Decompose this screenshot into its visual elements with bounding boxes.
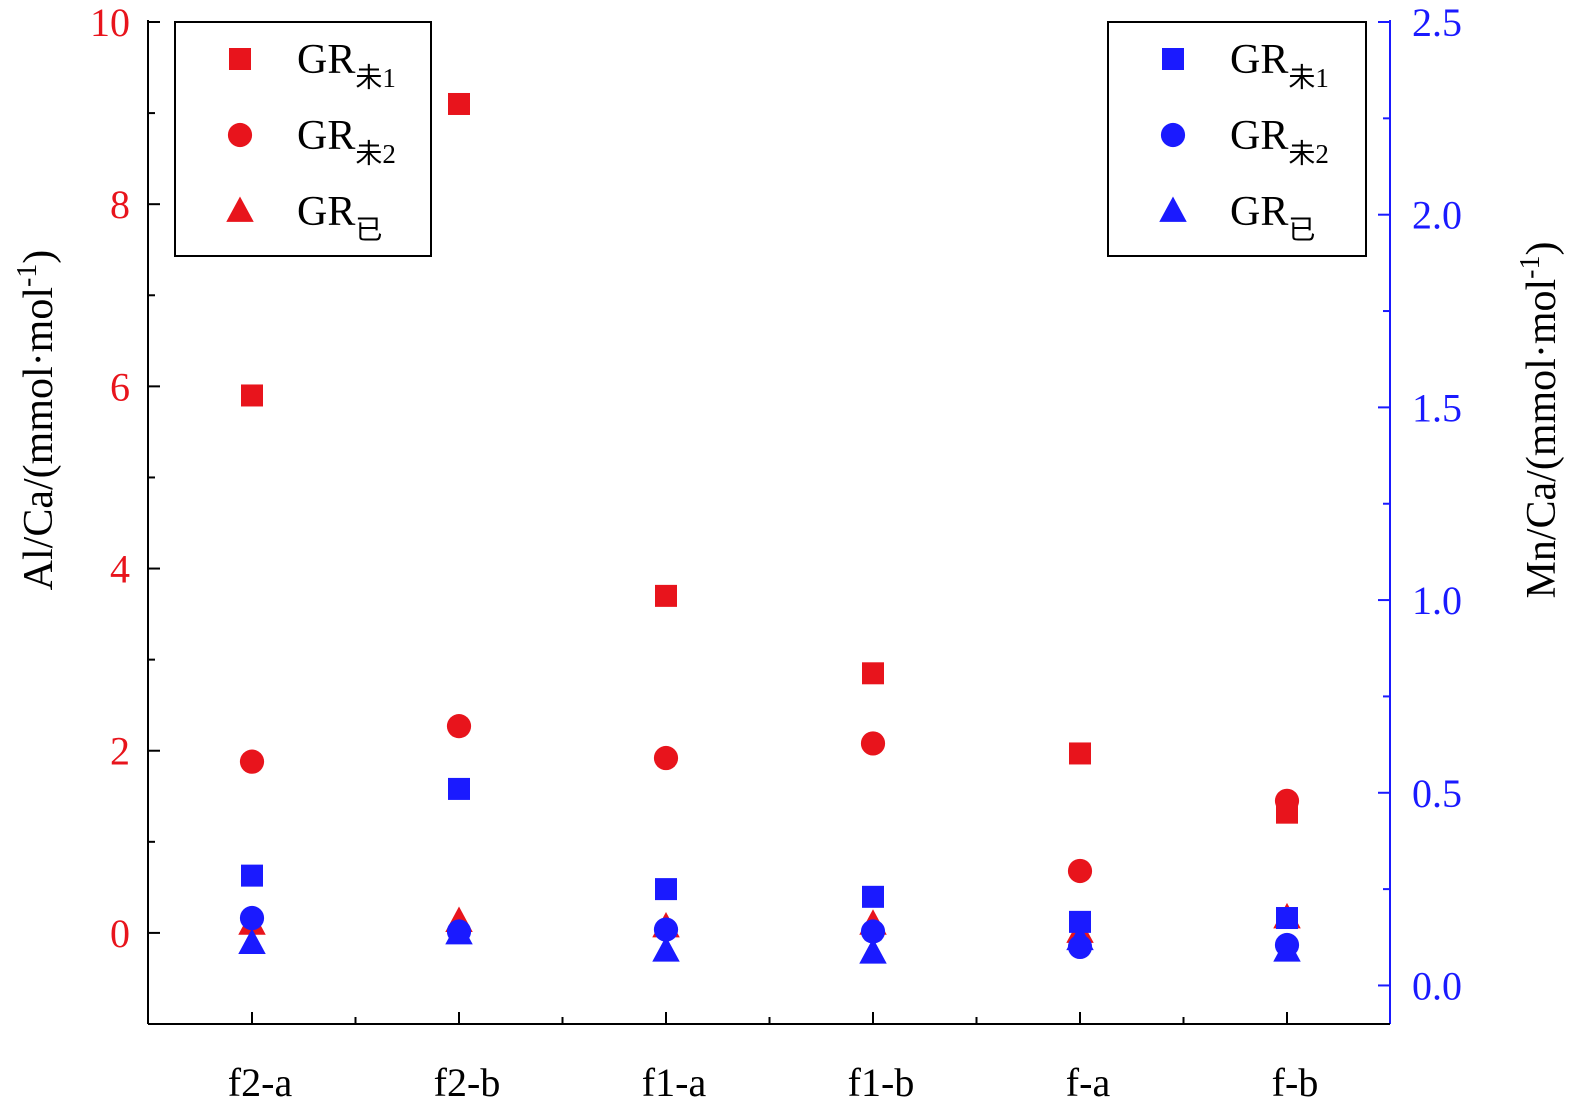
right-tick-label: 0.0 <box>1412 963 1462 1008</box>
chart-ticks: 0 2 4 6 8 10 0.0 0.5 1.0 1.5 2.0 2.5 f2-a f2-b f1-a f1-… <box>90 0 1462 1105</box>
left-tick-label: 4 <box>110 547 130 592</box>
legend-marker-circle <box>227 122 253 148</box>
data-point-square <box>1276 801 1298 824</box>
x-tick-label: f-a <box>1066 1060 1111 1105</box>
legend-series-name: GR <box>1230 37 1288 83</box>
left-tick-label: 6 <box>110 364 130 409</box>
data-point-square <box>241 864 263 887</box>
legend-box <box>1107 21 1367 257</box>
legend-series-subscript: 未2 <box>1288 139 1329 169</box>
data-point-circle <box>653 917 679 942</box>
left-tick-label: 2 <box>110 729 130 774</box>
left-tick-label: 8 <box>110 182 130 227</box>
data-point-square <box>1276 907 1298 930</box>
axis-title-superscript: -1 <box>1515 256 1546 279</box>
data-point-circle <box>860 919 886 944</box>
data-point-square <box>448 92 470 115</box>
right-tick-label: 1.0 <box>1412 578 1462 623</box>
right-tick-label: 1.5 <box>1412 385 1462 430</box>
legend-marker-square <box>1162 48 1184 70</box>
data-point-square <box>655 878 677 901</box>
series-mn-ca-square <box>241 777 1298 933</box>
series-mn-ca-circle <box>239 905 1300 960</box>
data-point-square <box>241 384 263 407</box>
legend-series-name: GR <box>1230 189 1288 235</box>
series-al-ca-square <box>241 92 1298 824</box>
data-point-circle <box>860 731 886 756</box>
legend-series-name: GR <box>297 37 355 83</box>
left-tick-label: 10 <box>90 0 130 45</box>
x-tick-label: f-b <box>1272 1060 1319 1105</box>
data-point-circle <box>446 714 472 739</box>
series-al-ca-circle <box>239 714 1300 884</box>
data-point-square <box>1069 910 1091 933</box>
legend-box <box>174 21 432 257</box>
data-point-triangle <box>859 938 887 964</box>
left-tick-label: 0 <box>110 911 130 956</box>
data-point-square <box>862 662 884 685</box>
legend-label: GR未2 <box>297 113 396 169</box>
legend-label: GR未1 <box>1230 37 1329 93</box>
data-point-circle <box>1067 934 1093 960</box>
axis-title-main: Al/Ca/(mmol·mol <box>16 287 62 590</box>
data-point-square <box>1069 742 1091 765</box>
right-tick-label: 0.5 <box>1412 771 1462 816</box>
legend-marker-triangle <box>1159 196 1187 222</box>
data-point-circle <box>653 745 679 771</box>
data-point-triangle <box>238 928 266 954</box>
right-axis-title: Mn/Ca/(mmol·mol-1) <box>1515 242 1565 599</box>
axis-title-close: ) <box>16 250 62 264</box>
data-point-square <box>862 885 884 908</box>
data-point-circle <box>446 919 472 944</box>
series-al-ca-triangle <box>238 902 1301 943</box>
legend-label: GR未1 <box>297 37 396 93</box>
series-mn-ca-triangle <box>238 918 1301 964</box>
legend-label: GR已 <box>297 189 382 245</box>
x-tick-label: f1-b <box>848 1060 915 1105</box>
legend-marker-triangle <box>226 196 254 222</box>
data-point-square <box>448 777 470 800</box>
right-tick-label: 2.0 <box>1412 193 1462 238</box>
x-tick-label: f2-b <box>434 1060 501 1105</box>
legend-series-name: GR <box>297 189 355 235</box>
legend-series-subscript: 未1 <box>1288 63 1329 93</box>
data-point-circle <box>1067 858 1093 884</box>
data-point-circle <box>1274 932 1300 958</box>
legend-series-subscript: 已 <box>355 215 382 245</box>
legend-label: GR未2 <box>1230 113 1329 169</box>
legend-series-subscript: 未2 <box>355 139 396 169</box>
legend-series-subscript: 未1 <box>355 63 396 93</box>
legend-series-name: GR <box>297 113 355 159</box>
legend-series-subscript: 已 <box>1288 215 1315 245</box>
axis-title-close: ) <box>1519 242 1565 256</box>
data-point-circle <box>239 749 265 774</box>
data-point-circle <box>239 905 265 931</box>
axis-title-superscript: -1 <box>12 264 43 287</box>
right-tick-label: 2.5 <box>1412 0 1462 45</box>
legend-label: GR已 <box>1230 189 1315 245</box>
chart-marks <box>238 92 1301 964</box>
x-tick-label: f1-a <box>642 1060 707 1105</box>
axis-title-main: Mn/Ca/(mmol·mol <box>1519 279 1565 599</box>
data-point-square <box>655 584 677 607</box>
legend-marker-circle <box>1160 122 1186 148</box>
legend-series-name: GR <box>1230 113 1288 159</box>
data-point-triangle <box>652 936 680 962</box>
legend-marker-square <box>229 48 251 70</box>
axis-titles: Al/Ca/(mmol·mol-1)Mn/Ca/(mmol·mol-1) <box>12 242 1565 599</box>
left-axis-title: Al/Ca/(mmol·mol-1) <box>12 250 62 591</box>
x-tick-label: f2-a <box>228 1060 293 1105</box>
